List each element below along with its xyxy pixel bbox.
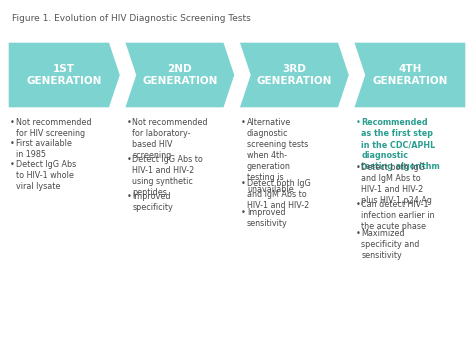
- Polygon shape: [239, 42, 349, 108]
- Text: 3RD
GENERATION: 3RD GENERATION: [256, 64, 332, 86]
- Text: •: •: [10, 160, 15, 169]
- Polygon shape: [8, 42, 120, 108]
- Text: •: •: [127, 192, 131, 201]
- Polygon shape: [354, 42, 466, 108]
- Text: Detect IgG Abs to
HIV-1 and HIV-2
using synthetic
peptides: Detect IgG Abs to HIV-1 and HIV-2 using …: [133, 155, 203, 197]
- Text: •: •: [10, 139, 15, 148]
- Text: Improved
specificity: Improved specificity: [133, 192, 173, 212]
- Text: Improved
sensitivity: Improved sensitivity: [247, 208, 288, 228]
- Text: Figure 1. Evolution of HIV Diagnostic Screening Tests: Figure 1. Evolution of HIV Diagnostic Sc…: [12, 14, 251, 23]
- Polygon shape: [125, 42, 235, 108]
- Text: Alternative
diagnostic
screening tests
when 4th-
generation
testing is
unavailab: Alternative diagnostic screening tests w…: [247, 118, 308, 194]
- Text: 4TH
GENERATION: 4TH GENERATION: [372, 64, 447, 86]
- Text: •: •: [356, 118, 360, 127]
- Text: 1ST
GENERATION: 1ST GENERATION: [27, 64, 102, 86]
- Text: •: •: [241, 118, 246, 127]
- Text: Not recommended
for HIV screening: Not recommended for HIV screening: [16, 118, 91, 138]
- Text: Detect IgG Abs
to HIV-1 whole
viral lysate: Detect IgG Abs to HIV-1 whole viral lysa…: [16, 160, 76, 191]
- Text: •: •: [127, 118, 131, 127]
- Text: Can detect HIV-1
infection earlier in
the acute phase: Can detect HIV-1 infection earlier in th…: [362, 200, 435, 231]
- Text: Maximized
specificity and
sensitivity: Maximized specificity and sensitivity: [362, 229, 420, 260]
- Text: •: •: [127, 155, 131, 164]
- Text: Not recommended
for laboratory-
based HIV
screening: Not recommended for laboratory- based HI…: [133, 118, 208, 160]
- Text: 2ND
GENERATION: 2ND GENERATION: [142, 64, 218, 86]
- Text: •: •: [356, 229, 360, 238]
- Text: First available
in 1985: First available in 1985: [16, 139, 72, 159]
- Text: Recommended
as the first step
in the CDC/APHL
diagnostic
testing algorithm: Recommended as the first step in the CDC…: [362, 118, 440, 172]
- Text: •: •: [241, 179, 246, 188]
- Text: •: •: [241, 208, 246, 217]
- Text: •: •: [356, 200, 360, 209]
- Text: •: •: [10, 118, 15, 127]
- Text: Detect both IgG
and IgM Abs to
HIV-1 and HIV-2
plus HIV-1 p24 Ag: Detect both IgG and IgM Abs to HIV-1 and…: [362, 163, 432, 205]
- Text: Detect both IgG
and IgM Abs to
HIV-1 and HIV-2: Detect both IgG and IgM Abs to HIV-1 and…: [247, 179, 311, 210]
- Text: •: •: [356, 163, 360, 172]
